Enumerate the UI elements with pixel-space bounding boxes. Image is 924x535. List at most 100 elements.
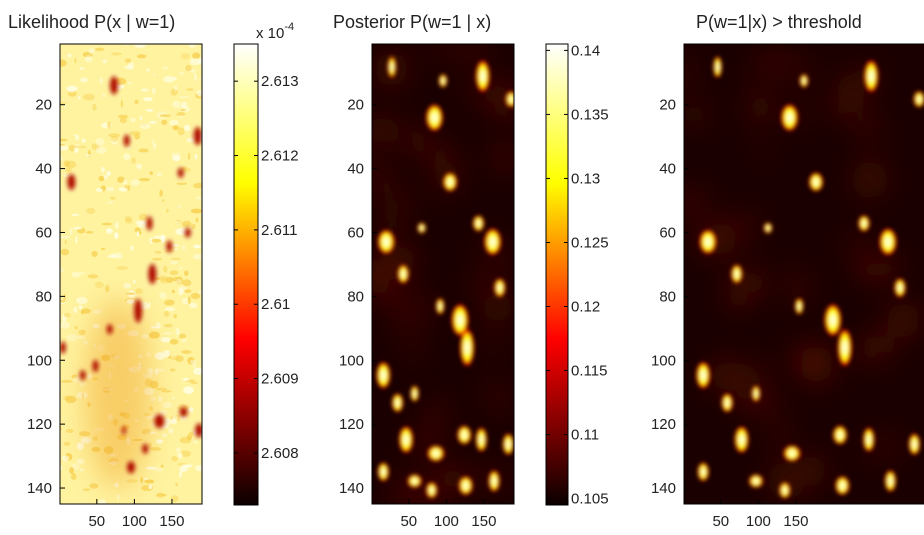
likelihood-texture-cell bbox=[192, 244, 202, 249]
likelihood-panel: Likelihood P(x | w=1) 20406080100120140 … bbox=[8, 12, 203, 530]
likelihood-texture-cell bbox=[181, 338, 187, 343]
posterior-glow bbox=[491, 144, 514, 171]
colorbar-tick-label: 0.14 bbox=[571, 42, 600, 59]
posterior-blob-core bbox=[917, 96, 922, 103]
posterior-blob-core bbox=[813, 178, 819, 186]
likelihood-texture-cell bbox=[148, 484, 152, 490]
likelihood-texture-cell bbox=[191, 69, 196, 74]
likelihood-texture-cell bbox=[160, 464, 164, 468]
posterior-glow bbox=[378, 210, 403, 237]
posterior-glow bbox=[887, 300, 921, 338]
x-tick-label: 150 bbox=[783, 513, 808, 530]
likelihood-texture-cell bbox=[67, 53, 72, 58]
likelihood-texture-cell bbox=[114, 221, 119, 230]
likelihood-texture-cell bbox=[108, 133, 121, 138]
posterior-glow bbox=[396, 322, 425, 338]
likelihood-texture-cell bbox=[154, 251, 162, 254]
posterior-blob-core bbox=[401, 270, 406, 278]
likelihood-texture-cell bbox=[76, 458, 85, 464]
likelihood-texture-cell bbox=[150, 421, 156, 428]
posterior-blob-core bbox=[403, 434, 409, 445]
likelihood-spot bbox=[146, 216, 153, 231]
posterior-blob-core bbox=[885, 236, 891, 247]
posterior-blob-core bbox=[705, 237, 711, 247]
colorbar-multiplier: x 10-4 bbox=[256, 21, 294, 42]
y-tick-label: 100 bbox=[27, 352, 52, 369]
likelihood-texture-cell bbox=[193, 440, 198, 444]
posterior-glow bbox=[846, 228, 873, 266]
colorbar-tick-label: 0.11 bbox=[571, 427, 599, 444]
likelihood-texture-cell bbox=[184, 270, 189, 277]
likelihood-texture-cell bbox=[171, 455, 178, 462]
likelihood-texture-cell bbox=[102, 59, 108, 64]
x-tick-label: 50 bbox=[400, 513, 417, 530]
likelihood-texture-cell bbox=[179, 71, 185, 76]
posterior-blob-core bbox=[898, 284, 902, 292]
likelihood-texture-cell bbox=[78, 304, 83, 310]
likelihood-texture-cell bbox=[186, 434, 193, 441]
likelihood-texture-cell bbox=[140, 476, 143, 484]
likelihood-spot bbox=[92, 360, 99, 372]
likelihood-texture-cell bbox=[172, 415, 178, 423]
likelihood-spot bbox=[142, 443, 149, 454]
posterior-blob-core bbox=[395, 399, 400, 407]
likelihood-texture-cell bbox=[138, 213, 148, 221]
likelihood-texture-cell bbox=[192, 182, 202, 189]
likelihood-texture-cell bbox=[171, 289, 176, 294]
x-tick-label: 100 bbox=[122, 513, 147, 530]
posterior-blob-core bbox=[438, 303, 442, 310]
likelihood-texture-cell bbox=[152, 142, 157, 150]
y-tick-label: 40 bbox=[35, 161, 52, 178]
likelihood-texture-cell bbox=[181, 220, 192, 227]
posterior-blob-core bbox=[786, 112, 793, 123]
likelihood-spot bbox=[67, 174, 76, 190]
likelihood-texture-cell bbox=[131, 179, 140, 186]
posterior-glow bbox=[858, 333, 883, 366]
likelihood-texture-cell bbox=[151, 139, 155, 144]
likelihood-texture-cell bbox=[60, 464, 63, 471]
likelihood-texture-cell bbox=[93, 309, 102, 315]
likelihood-texture-cell bbox=[106, 171, 112, 176]
likelihood-texture-cell bbox=[126, 299, 136, 304]
colorbar-tick-label: 2.613 bbox=[261, 73, 299, 90]
likelihood-spot bbox=[79, 370, 86, 381]
likelihood-texture-cell bbox=[161, 390, 172, 393]
likelihood-texture-cell bbox=[188, 407, 194, 413]
posterior-blob-core bbox=[734, 270, 739, 278]
likelihood-texture-cell bbox=[162, 332, 172, 335]
posterior-blob-core bbox=[413, 390, 417, 397]
likelihood-spot bbox=[148, 264, 157, 284]
likelihood-texture-cell bbox=[163, 265, 168, 273]
likelihood-texture-cell bbox=[124, 216, 133, 222]
likelihood-texture-cell bbox=[136, 163, 142, 170]
likelihood-texture-cell bbox=[84, 154, 92, 157]
posterior-glow bbox=[854, 114, 881, 141]
posterior-blob-core bbox=[866, 435, 871, 445]
likelihood-texture-cell bbox=[164, 299, 175, 306]
likelihood-spot bbox=[195, 423, 202, 438]
likelihood-texture-cell bbox=[78, 271, 86, 275]
colorbar-tick-label: 2.611 bbox=[261, 222, 297, 239]
likelihood-texture-cell bbox=[138, 178, 151, 182]
likelihood-texture-cell bbox=[61, 314, 67, 323]
posterior-blob-core bbox=[829, 314, 836, 326]
colorbar-tick-label: 0.135 bbox=[571, 106, 609, 123]
likelihood-texture-cell bbox=[64, 167, 72, 173]
posterior-glow bbox=[770, 412, 789, 453]
likelihood-texture-cell bbox=[124, 65, 133, 70]
likelihood-texture-cell bbox=[71, 374, 78, 379]
y-tick-label: 140 bbox=[27, 480, 52, 497]
likelihood-texture-cell bbox=[60, 379, 73, 383]
likelihood-texture-cell bbox=[161, 119, 168, 125]
likelihood-texture-cell bbox=[178, 287, 184, 296]
likelihood-texture-cell bbox=[158, 275, 168, 282]
likelihood-texture-cell bbox=[198, 290, 202, 296]
likelihood-texture-cell bbox=[169, 244, 180, 247]
posterior-blob-core bbox=[429, 487, 434, 494]
posterior-glow bbox=[788, 63, 818, 76]
likelihood-texture-cell bbox=[114, 232, 119, 239]
posterior-blob-core bbox=[789, 450, 795, 457]
likelihood-texture-cell bbox=[148, 120, 158, 124]
likelihood-texture-cell bbox=[106, 201, 115, 204]
colorbar-exponent: -4 bbox=[284, 21, 294, 33]
